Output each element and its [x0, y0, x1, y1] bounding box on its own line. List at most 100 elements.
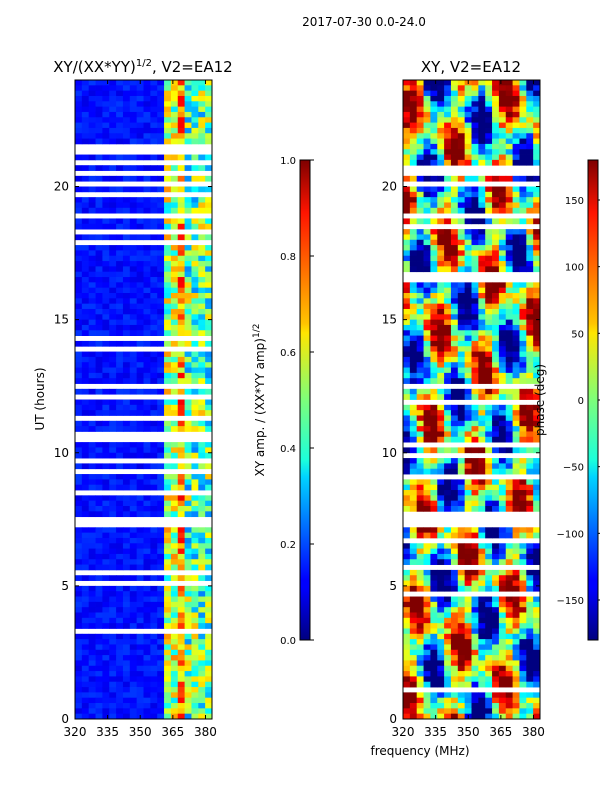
- heatmap-cell: [498, 543, 507, 549]
- heatmap-cell: [116, 324, 124, 331]
- heatmap-cell: [444, 154, 452, 161]
- heatmap-cell: [102, 207, 110, 214]
- heatmap-cell: [122, 356, 131, 363]
- heatmap-cell: [450, 623, 459, 629]
- heatmap-cell: [95, 463, 103, 470]
- heatmap-cell: [88, 532, 96, 539]
- heatmap-cell: [177, 388, 185, 395]
- heatmap-cell: [430, 346, 438, 352]
- heatmap-cell: [164, 271, 172, 278]
- heatmap-cell: [409, 527, 418, 534]
- heatmap-cell: [198, 633, 206, 640]
- heatmap-cell: [437, 335, 445, 342]
- heatmap-cell: [157, 218, 165, 225]
- heatmap-cell: [75, 442, 83, 448]
- heatmap-cell: [416, 644, 424, 651]
- heatmap-cell: [450, 708, 459, 715]
- heatmap-cell: [116, 85, 124, 92]
- heatmap-cell: [191, 127, 199, 134]
- heatmap-cell: [450, 479, 459, 486]
- heatmap-cell: [471, 548, 479, 555]
- heatmap-cell: [157, 410, 165, 416]
- heatmap-cell: [150, 410, 158, 416]
- heatmap-cell: [136, 601, 144, 608]
- heatmap-cell: [129, 681, 138, 688]
- heatmap-cell: [75, 585, 83, 592]
- heatmap-cell: [143, 404, 151, 411]
- heatmap-cell: [129, 479, 138, 486]
- heatmap-cell: [409, 655, 418, 661]
- heatmap-cell: [143, 474, 151, 480]
- heatmap-cell: [498, 388, 507, 395]
- heatmap-cell: [177, 527, 185, 534]
- heatmap-cell: [492, 671, 500, 677]
- heatmap-cell: [526, 191, 534, 198]
- heatmap-cell: [150, 277, 158, 283]
- heatmap-cell: [437, 495, 445, 502]
- heatmap-cell: [157, 596, 165, 603]
- heatmap-cell: [164, 495, 172, 502]
- heatmap-cell: [191, 420, 199, 427]
- heatmap-cell: [512, 122, 520, 129]
- heatmap-cell: [177, 591, 185, 597]
- heatmap-cell: [430, 266, 438, 273]
- heatmap-cell: [533, 127, 540, 134]
- heatmap-cell: [88, 601, 96, 608]
- heatmap-cell: [478, 239, 486, 246]
- heatmap-cell: [437, 607, 445, 613]
- heatmap-cell: [512, 415, 520, 422]
- heatmap-cell: [198, 378, 206, 384]
- heatmap-cell: [423, 372, 431, 379]
- heatmap-cell: [471, 372, 479, 379]
- heatmap-cell: [478, 127, 486, 134]
- heatmap-cell: [485, 388, 493, 395]
- heatmap-cell: [526, 506, 534, 512]
- heatmap-cell: [191, 372, 199, 379]
- heatmap-cell: [403, 282, 411, 289]
- heatmap-cell: [95, 687, 103, 693]
- heatmap-cell: [423, 649, 431, 656]
- heatmap-cell: [184, 197, 192, 203]
- heatmap-cell: [526, 681, 534, 688]
- heatmap-cell: [102, 234, 110, 241]
- heatmap-cell: [164, 479, 172, 486]
- heatmap-cell: [423, 596, 431, 603]
- heatmap-cell: [505, 426, 513, 432]
- heatmap-cell: [416, 202, 424, 209]
- heatmap-cell: [122, 671, 131, 677]
- heatmap-cell: [492, 202, 500, 209]
- heatmap-cell: [492, 676, 500, 683]
- heatmap-cell: [409, 617, 418, 624]
- heatmap-cell: [129, 687, 138, 693]
- heatmap-cell: [164, 463, 172, 470]
- heatmap-cell: [109, 111, 117, 118]
- heatmap-cell: [533, 532, 540, 539]
- heatmap-cell: [122, 287, 131, 294]
- heatmap-cell: [437, 133, 445, 139]
- heatmap-cell: [471, 133, 479, 139]
- heatmap-cell: [450, 335, 459, 342]
- heatmap-cell: [75, 612, 83, 619]
- heatmap-cell: [526, 250, 534, 257]
- heatmap-cell: [423, 644, 431, 651]
- heatmap-cell: [88, 165, 96, 171]
- heatmap-cell: [170, 553, 179, 560]
- heatmap-cell: [184, 80, 192, 86]
- heatmap-cell: [471, 266, 479, 273]
- heatmap-cell: [423, 287, 431, 294]
- heatmap-cell: [191, 90, 199, 97]
- heatmap-cell: [170, 511, 179, 518]
- heatmap-cell: [403, 458, 411, 464]
- heatmap-cell: [157, 271, 165, 278]
- heatmap-cell: [102, 585, 110, 592]
- heatmap-cell: [533, 175, 540, 182]
- heatmap-cell: [403, 447, 411, 454]
- heatmap-cell: [122, 474, 131, 480]
- heatmap-cell: [430, 649, 438, 656]
- heatmap-cell: [519, 426, 527, 432]
- heatmap-cell: [416, 548, 424, 555]
- heatmap-cell: [88, 655, 96, 661]
- heatmap-cell: [129, 703, 138, 709]
- heatmap-cell: [512, 133, 520, 139]
- heatmap-cell: [136, 117, 144, 123]
